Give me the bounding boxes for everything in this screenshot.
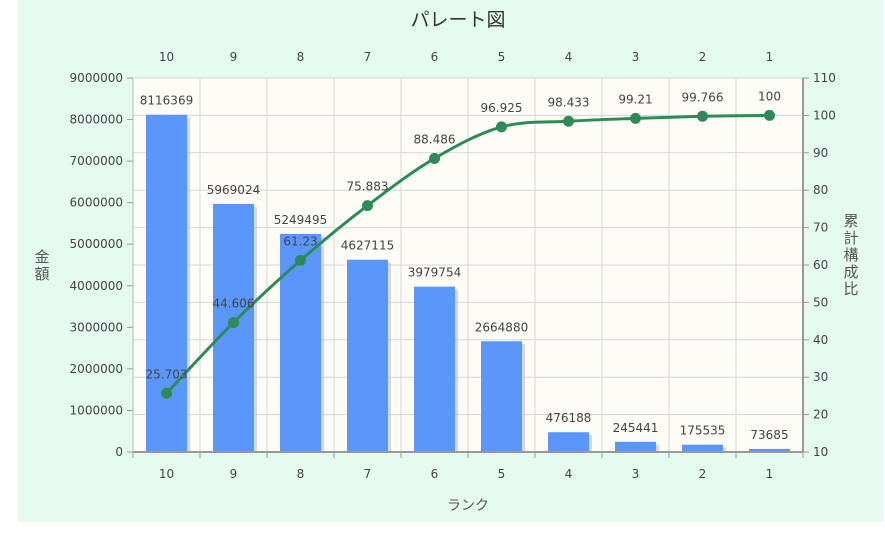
line-point (630, 113, 641, 124)
x-top-tick-label: 4 (565, 50, 573, 64)
y2-axis-label-text: 累計構成比 (843, 212, 858, 298)
line-value-label: 98.433 (548, 95, 590, 109)
x-top-tick-label: 6 (431, 50, 439, 64)
y2-tick-label: 80 (813, 183, 828, 197)
y-tick-label: 3000000 (70, 320, 123, 334)
line-value-label: 44.606 (213, 297, 255, 311)
y2-tick-label: 110 (813, 71, 836, 85)
y-axis-label: 金額 (34, 248, 49, 283)
x-top-tick-label: 10 (159, 50, 174, 64)
x-top-tick-label: 2 (699, 50, 707, 64)
bar (615, 442, 656, 452)
x-tick-label: 10 (159, 467, 174, 481)
y2-axis-label: 累計構成比 (843, 212, 858, 298)
y2-tick-label: 50 (813, 295, 828, 309)
x-tick-label: 7 (364, 467, 372, 481)
y2-tick-label: 90 (813, 146, 828, 160)
x-tick-label: 3 (632, 467, 640, 481)
line-point (764, 110, 775, 121)
x-tick-label: 4 (565, 467, 573, 481)
line-point (496, 121, 507, 132)
line-point (161, 388, 172, 399)
y-axis-label-text: 金額 (34, 248, 49, 283)
line-value-label: 96.925 (481, 101, 523, 115)
bar-value-label: 5969024 (207, 183, 260, 197)
y-tick-label: 2000000 (70, 362, 123, 376)
y2-tick-label: 60 (813, 258, 828, 272)
y2-tick-label: 100 (813, 108, 836, 122)
y-tick-label: 8000000 (70, 113, 123, 127)
x-top-tick-label: 7 (364, 50, 372, 64)
line-value-label: 100 (758, 89, 781, 103)
line-point (429, 153, 440, 164)
bar (548, 432, 589, 452)
bar-value-label: 73685 (750, 428, 788, 442)
x-tick-label: 1 (766, 467, 774, 481)
x-tick-label: 5 (498, 467, 506, 481)
x-tick-label: 9 (230, 467, 238, 481)
bar-value-label: 8116369 (140, 94, 193, 108)
x-top-tick-label: 5 (498, 50, 506, 64)
y2-tick-label: 20 (813, 408, 828, 422)
y2-tick-label: 30 (813, 370, 828, 384)
x-top-tick-label: 9 (230, 50, 238, 64)
bar (146, 115, 187, 452)
y2-tick-label: 70 (813, 221, 828, 235)
bar-value-label: 3979754 (408, 266, 461, 280)
y-tick-label: 1000000 (70, 403, 123, 417)
x-tick-label: 6 (431, 467, 439, 481)
line-point (228, 317, 239, 328)
line-value-label: 25.703 (146, 367, 188, 381)
bar-value-label: 4627115 (341, 239, 394, 253)
x-top-tick-label: 3 (632, 50, 640, 64)
x-tick-label: 2 (699, 467, 707, 481)
y-tick-label: 0 (115, 445, 123, 459)
y-tick-label: 7000000 (70, 154, 123, 168)
bar-value-label: 175535 (680, 424, 726, 438)
y-tick-label: 6000000 (70, 196, 123, 210)
y2-tick-label: 40 (813, 333, 828, 347)
x-tick-label: 8 (297, 467, 305, 481)
chart-title: パレート図 (410, 9, 505, 31)
x-top-tick-label: 1 (766, 50, 774, 64)
y2-tick-label: 10 (813, 445, 828, 459)
y-tick-label: 9000000 (70, 71, 123, 85)
y-tick-label: 4000000 (70, 279, 123, 293)
bar-value-label: 245441 (613, 421, 659, 435)
line-point (697, 111, 708, 122)
line-value-label: 75.883 (347, 180, 389, 194)
line-value-label: 88.486 (414, 132, 456, 146)
line-point (295, 255, 306, 266)
x-top-tick-label: 8 (297, 50, 305, 64)
line-value-label: 99.766 (682, 90, 724, 104)
bar (280, 234, 321, 452)
bar-value-label: 5249495 (274, 213, 327, 227)
y-tick-label: 5000000 (70, 237, 123, 251)
line-value-label: 61.23 (283, 234, 317, 248)
bar-value-label: 2664880 (475, 320, 528, 334)
bar (347, 260, 388, 452)
bar (682, 445, 723, 452)
line-point (362, 200, 373, 211)
x-axis-label: ランク (447, 498, 489, 514)
bar (414, 287, 455, 452)
line-value-label: 99.21 (618, 92, 652, 106)
bar-value-label: 476188 (546, 411, 592, 425)
line-point (563, 116, 574, 127)
bar (481, 341, 522, 452)
